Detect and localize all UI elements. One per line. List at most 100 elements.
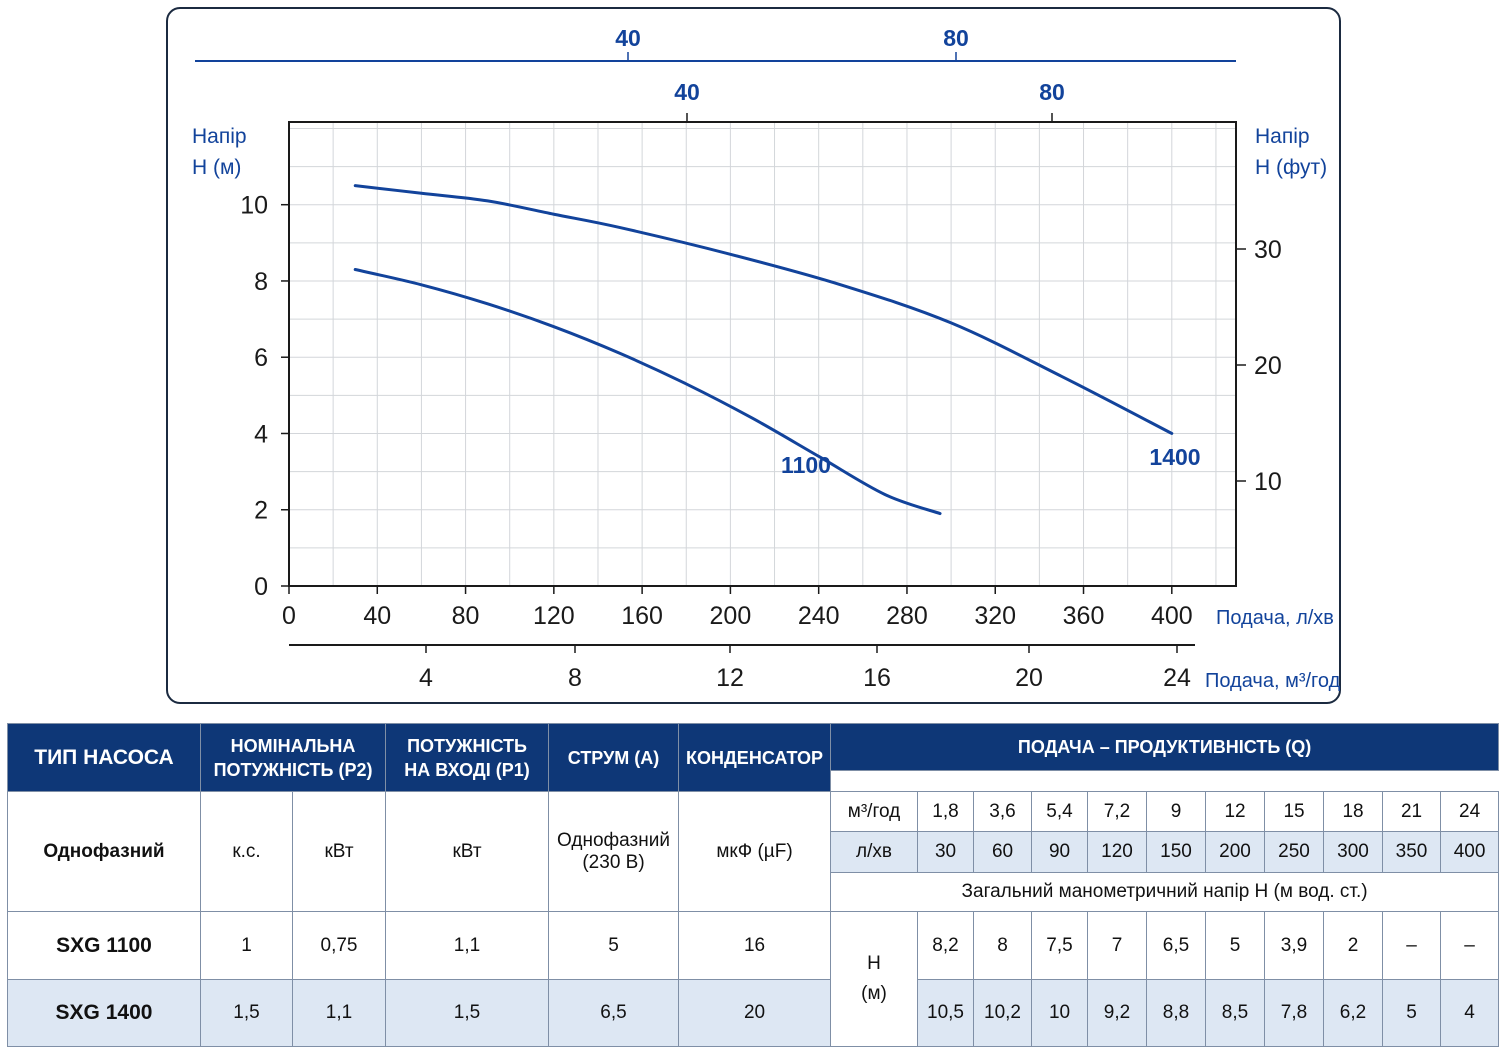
x-tick-label: 400 bbox=[1151, 602, 1193, 630]
units-hp-cell: к.с. bbox=[200, 791, 293, 912]
x-tick-label: 160 bbox=[621, 602, 663, 630]
series-curve-1100 bbox=[353, 268, 942, 516]
y-tick-label: 8 bbox=[254, 268, 268, 296]
x-tick-label: 360 bbox=[1063, 602, 1105, 630]
y-axis-title-line2: H (м) bbox=[192, 156, 241, 179]
top-axis-1-label: 80 bbox=[943, 25, 969, 51]
y-tick-label: 6 bbox=[254, 344, 268, 372]
units-type-cell: Однофазний bbox=[7, 791, 201, 912]
flow-lmin-value: 300 bbox=[1323, 831, 1384, 873]
head-value: 7,5 bbox=[1031, 911, 1089, 980]
head-value: 6,5 bbox=[1146, 911, 1207, 980]
power-hp: 1,5 bbox=[200, 979, 293, 1047]
flow-m3-value: 5,4 bbox=[1031, 791, 1089, 832]
flow-lmin-value: 400 bbox=[1440, 831, 1500, 873]
head-value: 8,5 bbox=[1205, 979, 1266, 1047]
flow-lmin-value: 350 bbox=[1382, 831, 1442, 873]
x-tick-label: 320 bbox=[974, 602, 1016, 630]
power-kw: 0,75 bbox=[291, 911, 387, 980]
top-axis-2-label: 40 bbox=[674, 79, 700, 105]
capacitor-value: 20 bbox=[678, 979, 832, 1047]
plot-area-border bbox=[288, 121, 1237, 587]
series-label-1100: 1100 bbox=[781, 452, 831, 478]
head-value: 10,2 bbox=[973, 979, 1033, 1047]
x2-tick-label: 16 bbox=[863, 664, 891, 692]
flow-unit-m3: м³/год bbox=[830, 791, 919, 832]
head-value: 5 bbox=[1205, 911, 1266, 980]
head-value: 2 bbox=[1323, 911, 1384, 980]
x-tick-label: 200 bbox=[710, 602, 752, 630]
chart-frame bbox=[166, 7, 1341, 704]
flow-lmin-value: 200 bbox=[1205, 831, 1266, 873]
flow-m3-value: 21 bbox=[1382, 791, 1442, 832]
x2-tick-label: 4 bbox=[419, 664, 433, 692]
input-power: 1,1 bbox=[385, 911, 550, 980]
current-value: 5 bbox=[548, 911, 680, 980]
flow-m3-value: 18 bbox=[1323, 791, 1384, 832]
flow-lmin-value: 90 bbox=[1031, 831, 1089, 873]
head-value: 6,2 bbox=[1323, 979, 1384, 1047]
power-hp: 1 bbox=[200, 911, 293, 980]
header-type: ТИП НАСОСА bbox=[7, 723, 201, 792]
header-flow: ПОДАЧА – ПРОДУКТИВНІСТЬ (Q) bbox=[830, 723, 1500, 771]
y-tick-label: 2 bbox=[254, 497, 268, 525]
head-value: 10,5 bbox=[917, 979, 975, 1047]
head-value: 8 bbox=[973, 911, 1033, 980]
flow-m3-value: 3,6 bbox=[973, 791, 1033, 832]
top-axis-1-label: 40 bbox=[615, 25, 641, 51]
x2-tick-label: 20 bbox=[1015, 664, 1043, 692]
y2-tick-label: 30 bbox=[1254, 236, 1282, 264]
series-curve-1400 bbox=[353, 184, 1174, 435]
x2-tick-label: 12 bbox=[716, 664, 744, 692]
header-p1: ПОТУЖНІСТЬ НА ВХОДІ (P1) bbox=[385, 723, 550, 792]
y2-tick-label: 20 bbox=[1254, 352, 1282, 380]
x-tick-label: 280 bbox=[886, 602, 928, 630]
header-capacitor: КОНДЕНСАТОР bbox=[678, 723, 832, 792]
x-tick-label: 0 bbox=[282, 602, 296, 630]
flow-m3-value: 9 bbox=[1146, 791, 1207, 832]
y2-axis-title-line2: H (фут) bbox=[1255, 156, 1327, 179]
flow-m3-value: 15 bbox=[1264, 791, 1325, 832]
head-value: 8,8 bbox=[1146, 979, 1207, 1047]
pump-spec-table: ТИП НАСОСА НОМІНАЛЬНА ПОТУЖНІСТЬ (P2) ПОТ… bbox=[7, 723, 1500, 1047]
units-kw-cell: кВт bbox=[291, 791, 387, 912]
head-value: 7,8 bbox=[1264, 979, 1325, 1047]
head-value: 7 bbox=[1087, 911, 1148, 980]
x-tick-label: 80 bbox=[452, 602, 480, 630]
y-axis-title-line1: Напір bbox=[192, 125, 247, 148]
x-tick-label: 120 bbox=[533, 602, 575, 630]
chart-grid bbox=[289, 122, 1236, 586]
flow-lmin-value: 250 bbox=[1264, 831, 1325, 873]
input-power: 1,5 bbox=[385, 979, 550, 1047]
head-value: 10 bbox=[1031, 979, 1089, 1047]
chart-axes bbox=[195, 52, 1246, 653]
top-axis-2-label: 80 bbox=[1039, 79, 1065, 105]
head-value: 8,2 bbox=[917, 911, 975, 980]
y-tick-label: 4 bbox=[254, 420, 268, 448]
flow-lmin-value: 120 bbox=[1087, 831, 1148, 873]
x2-tick-label: 8 bbox=[568, 664, 582, 692]
flow-lmin-value: 30 bbox=[917, 831, 975, 873]
flow-lmin-value: 150 bbox=[1146, 831, 1207, 873]
series-label-1400: 1400 bbox=[1149, 444, 1200, 470]
flow-m3-value: 1,8 bbox=[917, 791, 975, 832]
x-axis-label: Подача, л/хв bbox=[1216, 607, 1334, 629]
units-p1-cell: кВт bbox=[385, 791, 550, 912]
x2-tick-label: 24 bbox=[1163, 664, 1191, 692]
head-value: 5 bbox=[1382, 979, 1442, 1047]
head-value: 3,9 bbox=[1264, 911, 1325, 980]
y-tick-label: 10 bbox=[240, 192, 268, 220]
head-value: 9,2 bbox=[1087, 979, 1148, 1047]
x-tick-label: 40 bbox=[363, 602, 391, 630]
chart-series bbox=[353, 184, 1174, 516]
capacitor-value: 16 bbox=[678, 911, 832, 980]
y2-tick-label: 10 bbox=[1254, 468, 1282, 496]
header-current: СТРУМ (А) bbox=[548, 723, 680, 792]
head-caption: Загальний манометричний напір H (м вод. … bbox=[830, 872, 1500, 912]
head-label: H (м) bbox=[830, 911, 919, 1047]
flow-m3-value: 12 bbox=[1205, 791, 1266, 832]
x-tick-label: 240 bbox=[798, 602, 840, 630]
model-name: SXG 1400 bbox=[7, 979, 201, 1047]
